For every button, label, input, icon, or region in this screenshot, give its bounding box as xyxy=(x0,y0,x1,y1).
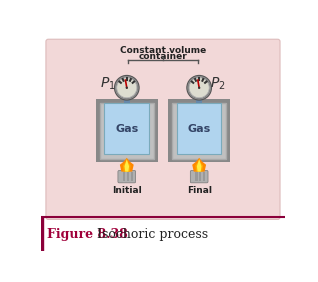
Bar xyxy=(168,99,230,162)
Bar xyxy=(131,172,133,181)
Text: Final: Final xyxy=(187,186,212,195)
Polygon shape xyxy=(195,158,203,172)
Circle shape xyxy=(116,77,138,98)
Bar xyxy=(96,99,158,162)
Text: $\mathit{P}_2$: $\mathit{P}_2$ xyxy=(210,76,225,92)
Circle shape xyxy=(187,75,211,100)
FancyBboxPatch shape xyxy=(118,171,136,183)
Circle shape xyxy=(189,78,209,98)
Circle shape xyxy=(114,75,139,100)
Bar xyxy=(196,97,202,103)
Bar xyxy=(127,172,129,181)
Circle shape xyxy=(126,87,128,89)
Circle shape xyxy=(188,77,210,98)
Text: Isochoric process: Isochoric process xyxy=(97,228,208,241)
Bar xyxy=(123,172,125,181)
Bar xyxy=(41,217,43,251)
Text: Constant volume: Constant volume xyxy=(120,45,206,54)
Text: Gas: Gas xyxy=(115,124,138,134)
Polygon shape xyxy=(120,158,134,172)
Bar xyxy=(104,103,149,154)
Text: Figure 8.38: Figure 8.38 xyxy=(47,228,128,241)
Polygon shape xyxy=(197,159,202,172)
Text: Initial: Initial xyxy=(112,186,142,195)
Circle shape xyxy=(117,78,137,98)
Polygon shape xyxy=(124,159,129,172)
Polygon shape xyxy=(123,158,131,172)
Bar xyxy=(195,172,197,181)
Polygon shape xyxy=(192,158,206,172)
Circle shape xyxy=(198,87,200,89)
Bar xyxy=(177,103,222,154)
Bar xyxy=(124,97,130,103)
FancyBboxPatch shape xyxy=(190,171,208,183)
Bar xyxy=(172,103,226,158)
Bar xyxy=(203,172,205,181)
Text: $\mathit{P}_1$: $\mathit{P}_1$ xyxy=(100,76,116,92)
FancyBboxPatch shape xyxy=(46,39,280,219)
Bar xyxy=(199,172,202,181)
Text: container: container xyxy=(139,52,187,61)
Text: Gas: Gas xyxy=(188,124,211,134)
Bar xyxy=(100,103,154,158)
